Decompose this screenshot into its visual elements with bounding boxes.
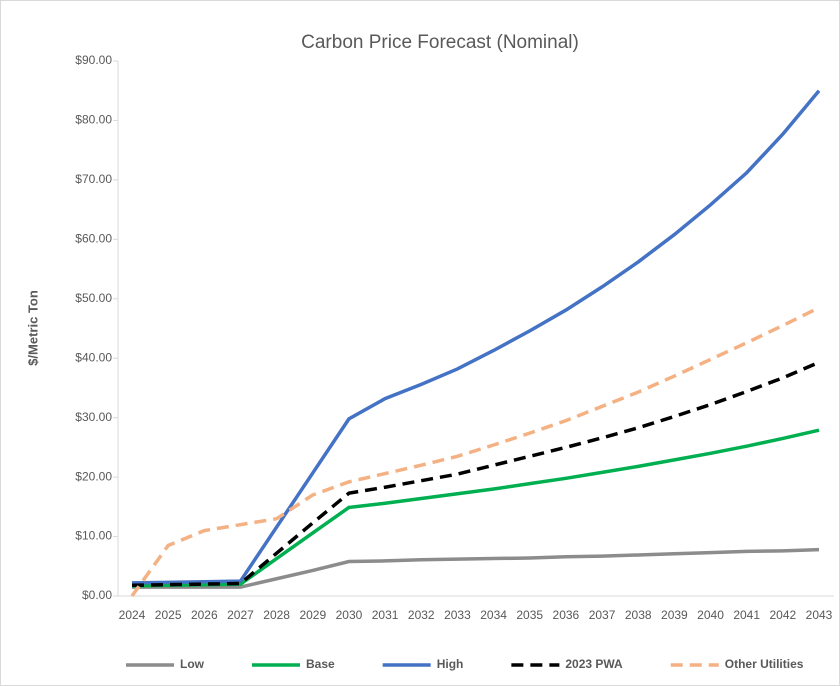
series-line [130,306,820,598]
x-tick-label: 2036 [553,608,580,622]
x-tick-label: 2028 [263,608,290,622]
y-tick-label: $50.00 [75,291,112,305]
legend-label: Other Utilities [725,657,804,671]
x-tick-label: 2026 [191,608,218,622]
x-tick-label: 2035 [516,608,543,622]
y-tick-label: $60.00 [75,232,112,246]
x-tick-label: 2041 [733,608,760,622]
series-line [131,89,821,585]
legend-label: 2023 PWA [565,657,623,671]
chart-title: Carbon Price Forecast (Nominal) [301,32,579,53]
y-tick-label: $40.00 [75,350,112,364]
legend-label: Low [180,657,205,671]
x-tick-label: 2027 [227,608,254,622]
x-tick-label: 2033 [444,608,471,622]
y-tick-label: $0.00 [82,588,112,602]
y-tick-label: $30.00 [75,410,112,424]
x-tick-label: 2030 [336,608,363,622]
x-tick-label: 2037 [589,608,616,622]
x-tick-label: 2024 [119,608,146,622]
x-tick-label: 2034 [480,608,507,622]
y-tick-label: $10.00 [75,529,112,543]
y-tick-label: $70.00 [75,172,112,186]
x-tick-label: 2042 [769,608,796,622]
series-line [131,360,820,588]
x-tick-label: 2043 [806,608,833,622]
x-tick-label: 2040 [697,608,724,622]
legend-label: High [437,657,464,671]
legend-label: Base [306,657,335,671]
y-axis-label: $/Metric Ton [25,290,40,366]
x-tick-label: 2031 [372,608,399,622]
x-tick-label: 2039 [661,608,688,622]
x-tick-label: 2029 [299,608,326,622]
y-tick-label: $20.00 [75,469,112,483]
series-line [132,547,820,589]
x-tick-label: 2038 [625,608,652,622]
x-tick-label: 2025 [155,608,182,622]
y-tick-label: $80.00 [75,113,112,127]
x-tick-label: 2032 [408,608,435,622]
y-tick-label: $90.00 [75,53,112,67]
